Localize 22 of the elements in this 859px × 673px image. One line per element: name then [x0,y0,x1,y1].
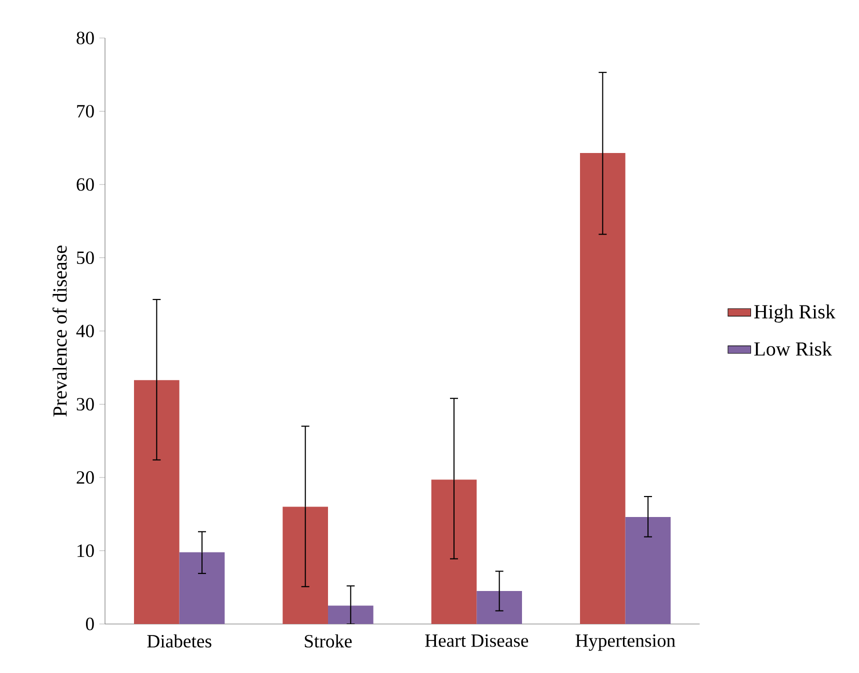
y-tick-label: 30 [76,398,94,411]
bar [179,552,225,624]
bar [134,380,180,624]
y-tick-label: 20 [76,471,94,484]
y-tick-label: 50 [77,251,94,264]
x-tick-label: Hypertension [576,634,676,651]
y-tick-label: 70 [77,104,94,118]
x-tick-label: Diabetes [147,634,212,648]
x-tick-label: Heart Disease [425,634,528,647]
y-tick-label: 10 [78,544,94,558]
legend-label: Low Risk [754,342,832,356]
y-axis-title: Prevalence of disease [52,246,67,416]
y-tick-label: 0 [86,618,94,630]
bar [580,153,626,624]
bar [625,517,671,624]
legend-label: High Risk [754,304,836,323]
bar [476,591,522,624]
y-tick-label: 80 [76,32,94,44]
y-tick-label: 60 [76,178,94,191]
x-tick-label: Stroke [304,634,352,648]
y-tick-label: 40 [76,324,94,338]
bar [328,606,374,624]
